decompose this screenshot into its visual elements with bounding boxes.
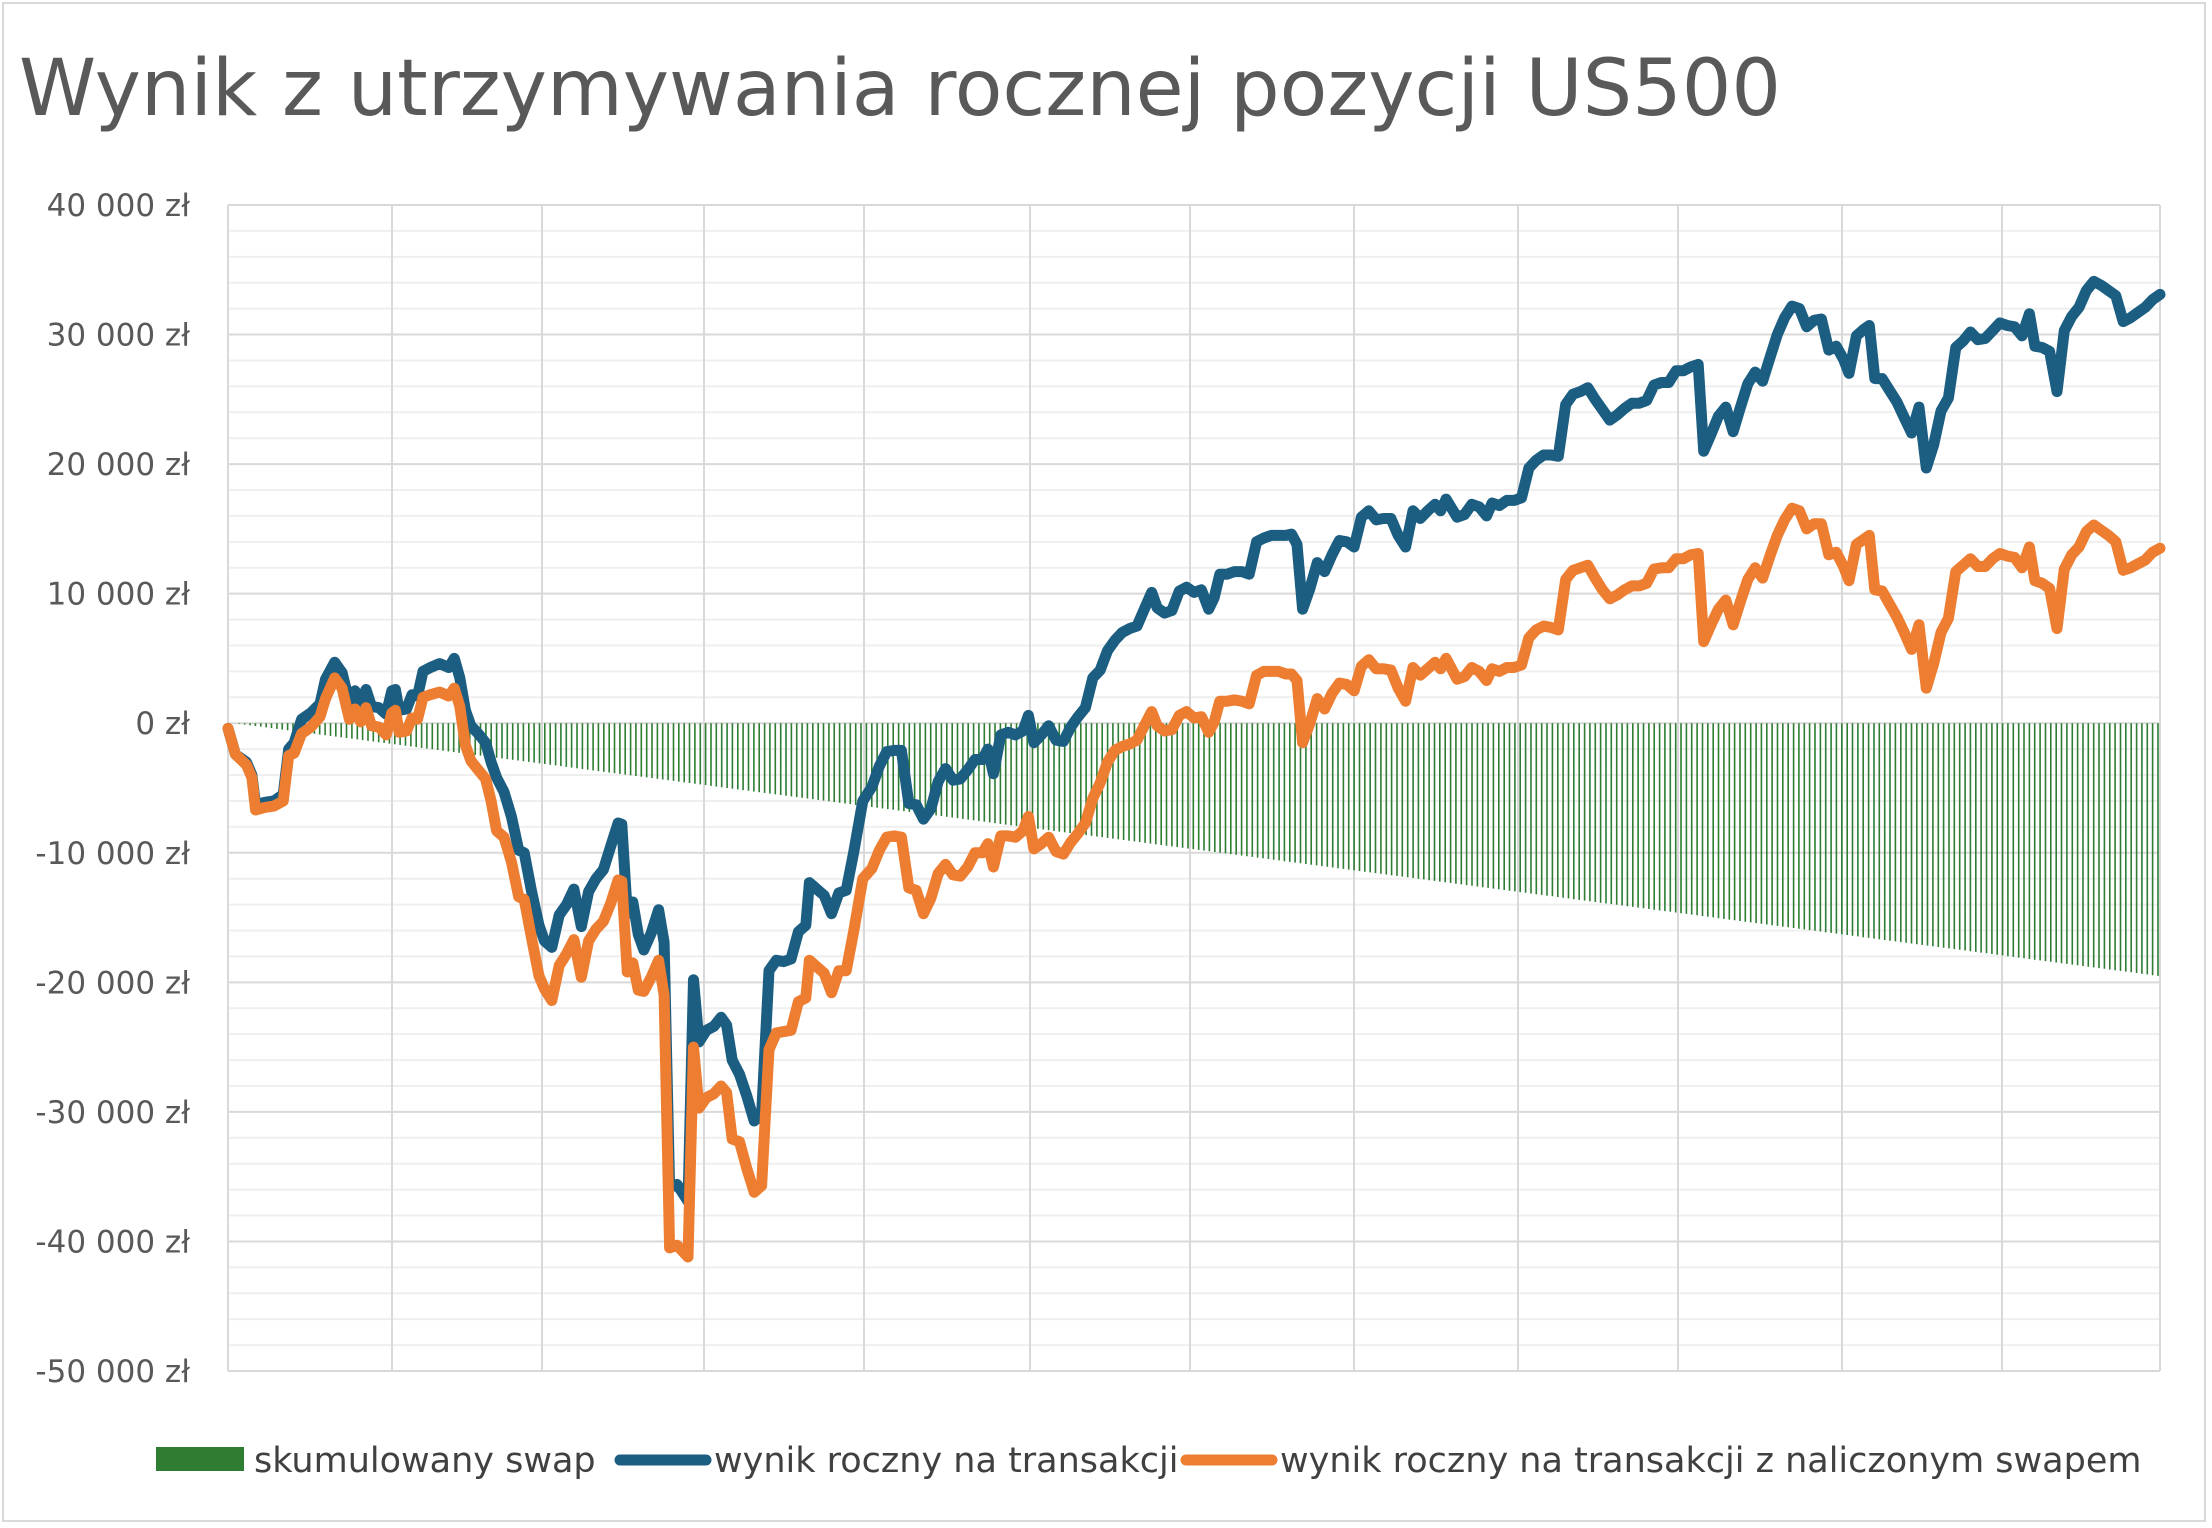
y-tick-label: -10 000 zł — [35, 836, 190, 872]
legend-label: skumulowany swap — [254, 1441, 596, 1481]
minor-gridlines — [228, 229, 2160, 1347]
series-lines — [222, 275, 2166, 1263]
y-axis-ticks: 40 000 zł 30 000 zł 20 000 zł 10 000 zł 0 zł… — [35, 188, 190, 1390]
legend-swatch-swap — [156, 1447, 244, 1471]
y-tick-label: -40 000 zł — [35, 1224, 190, 1260]
y-tick-label: -30 000 zł — [35, 1095, 190, 1131]
legend-label: wynik roczny na transakcji — [714, 1441, 1178, 1481]
chart-title: Wynik z utrzymywania rocznej pozycji US5… — [19, 44, 1781, 134]
y-tick-label: 20 000 zł — [47, 447, 191, 483]
y-tick-label: 0 zł — [135, 706, 190, 742]
y-tick-label: 40 000 zł — [47, 188, 191, 224]
y-tick-label: -20 000 zł — [35, 965, 190, 1001]
y-tick-label: 10 000 zł — [47, 577, 191, 613]
y-tick-label: 30 000 zł — [47, 318, 191, 354]
series-line-1 — [222, 275, 2166, 1207]
series-line-2 — [222, 502, 2166, 1263]
legend: skumulowany swap wynik roczny na transakc… — [156, 1441, 2141, 1481]
swap-bars — [233, 723, 2159, 976]
y-tick-label: -50 000 zł — [35, 1354, 190, 1390]
legend-label: wynik roczny na transakcji z naliczonym … — [1280, 1441, 2141, 1481]
